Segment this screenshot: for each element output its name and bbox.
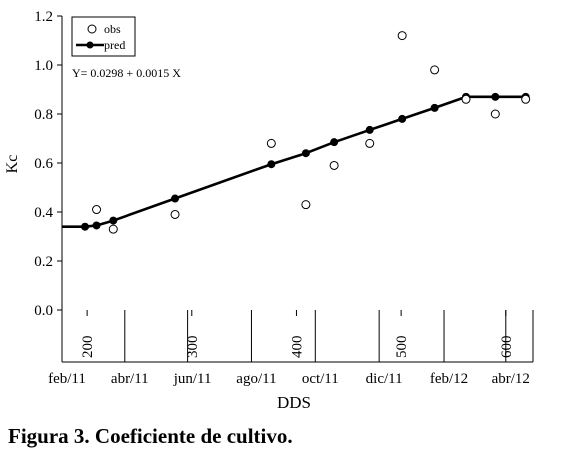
pred-series xyxy=(62,92,530,231)
kc-chart: 0.0 0.2 0.4 0.6 0.8 1.0 1.2 200 300 400 500 600 fe… xyxy=(4,9,534,412)
obs-point xyxy=(170,209,180,219)
date-tick-label: oct/11 xyxy=(302,371,339,387)
obs-point xyxy=(365,138,375,148)
pred-point xyxy=(81,222,90,231)
obs-point xyxy=(329,160,339,170)
y-tick-label: 1.2 xyxy=(34,9,53,25)
obs-point xyxy=(490,109,500,119)
y-tick-label: 0.4 xyxy=(34,205,53,221)
pred-point xyxy=(330,138,339,147)
obs-point xyxy=(521,94,531,104)
regression-equation: Y= 0.0298 + 0.0015 X xyxy=(72,66,181,80)
legend-pred-label: pred xyxy=(104,38,125,52)
x-tick-label: 200 xyxy=(80,336,96,359)
pred-point xyxy=(109,216,118,225)
date-tick-label: jun/11 xyxy=(173,371,212,387)
obs-point xyxy=(430,65,440,75)
legend-obs-marker xyxy=(87,24,97,34)
obs-point xyxy=(266,138,276,148)
pred-point xyxy=(398,114,407,123)
date-tick-label: abr/12 xyxy=(492,371,530,387)
pred-point xyxy=(365,125,374,134)
y-axis-label: Kc xyxy=(4,155,21,174)
y-axis-ticks: 0.0 0.2 0.4 0.6 0.8 1.0 1.2 xyxy=(34,9,62,319)
pred-point xyxy=(430,103,439,112)
obs-point xyxy=(397,31,407,41)
date-tick-label: feb/11 xyxy=(48,371,86,387)
y-tick-label: 0.6 xyxy=(34,156,53,172)
figure-caption: Figura 3. Coeficiente de cultivo. xyxy=(8,424,293,448)
obs-point xyxy=(461,94,471,104)
x-tick-label: 600 xyxy=(499,336,515,359)
pred-point xyxy=(267,160,276,169)
x-tick-label: 400 xyxy=(289,336,305,359)
pred-point xyxy=(301,149,310,158)
date-axis-ticks: feb/11 abr/11 jun/11 ago/11 oct/11 dic/11 feb/… xyxy=(48,310,530,387)
pred-line xyxy=(62,95,526,228)
pred-point xyxy=(171,194,180,203)
obs-series xyxy=(92,31,531,234)
y-tick-label: 1.0 xyxy=(34,58,53,74)
y-tick-label: 0.0 xyxy=(34,303,53,319)
date-tick-label: feb/12 xyxy=(430,371,468,387)
pred-point xyxy=(92,221,101,230)
pred-point xyxy=(491,92,500,101)
obs-point xyxy=(92,205,102,215)
y-tick-label: 0.8 xyxy=(34,107,53,123)
date-tick-label: ago/11 xyxy=(236,371,276,387)
date-tick-label: dic/11 xyxy=(366,371,403,387)
obs-point xyxy=(108,224,118,234)
date-tick-label: abr/11 xyxy=(111,371,149,387)
y-tick-label: 0.2 xyxy=(34,254,53,270)
x-tick-label: 300 xyxy=(185,336,201,359)
legend-box xyxy=(71,16,136,57)
legend-pred-marker xyxy=(86,41,94,49)
legend-obs-label: obs xyxy=(104,22,121,36)
x-tick-label: 500 xyxy=(394,336,410,359)
x-axis-label: DDS xyxy=(277,393,311,412)
chart-axes xyxy=(61,16,534,363)
legend: obs pred xyxy=(71,16,136,57)
obs-point xyxy=(301,200,311,210)
x-axis-ticks: 200 300 400 500 600 xyxy=(80,310,515,358)
